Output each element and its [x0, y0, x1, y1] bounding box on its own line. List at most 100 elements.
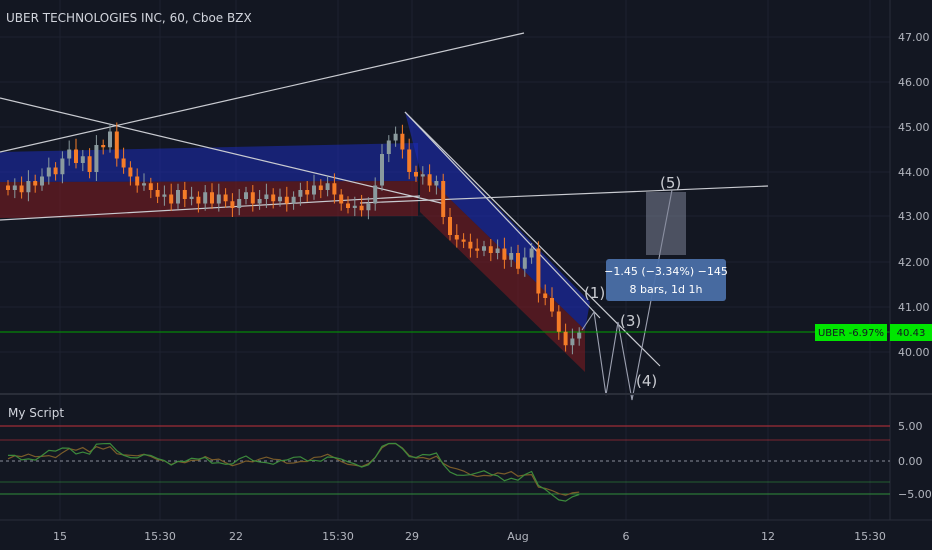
- candle-body[interactable]: [577, 332, 582, 339]
- candle-body[interactable]: [529, 248, 534, 258]
- candle-body[interactable]: [407, 149, 412, 173]
- candle-body[interactable]: [454, 235, 459, 240]
- candle-body[interactable]: [230, 201, 235, 208]
- candle-body[interactable]: [556, 311, 561, 332]
- candle-body[interactable]: [26, 181, 31, 193]
- candle-body[interactable]: [182, 190, 187, 199]
- candle-body[interactable]: [114, 131, 119, 159]
- candle-body[interactable]: [495, 248, 500, 254]
- candle-body[interactable]: [461, 239, 466, 242]
- candle-body[interactable]: [427, 174, 432, 186]
- candle-body[interactable]: [543, 293, 548, 299]
- candle-body[interactable]: [522, 257, 527, 269]
- candle-body[interactable]: [468, 241, 473, 249]
- candle-body[interactable]: [80, 156, 85, 163]
- falling-red-channel[interactable]: [420, 170, 585, 372]
- indicator-axis[interactable]: 5.00 0.00 −5.00: [898, 420, 932, 501]
- candle-body[interactable]: [346, 203, 350, 209]
- candle-body[interactable]: [128, 167, 133, 177]
- candle-body[interactable]: [12, 185, 17, 191]
- candle-body[interactable]: [203, 192, 208, 204]
- candle-body[interactable]: [318, 185, 323, 191]
- candle-body[interactable]: [196, 196, 201, 204]
- falling-blue-channel[interactable]: [405, 112, 590, 330]
- wave-label-1[interactable]: (1): [584, 284, 605, 302]
- candle-body[interactable]: [244, 192, 248, 199]
- candle-body[interactable]: [169, 194, 174, 204]
- candle-body[interactable]: [257, 199, 262, 204]
- candle-body[interactable]: [155, 190, 160, 197]
- measure-box[interactable]: [646, 192, 686, 255]
- candle-body[interactable]: [101, 145, 106, 148]
- candle-body[interactable]: [488, 246, 493, 253]
- candle-body[interactable]: [448, 217, 452, 235]
- indicator-name[interactable]: My Script: [8, 406, 64, 420]
- candle-body[interactable]: [223, 194, 228, 202]
- candle-body[interactable]: [305, 190, 310, 195]
- candle-body[interactable]: [135, 176, 140, 186]
- wave-label-5[interactable]: (5): [660, 174, 681, 192]
- candles[interactable]: [6, 122, 582, 355]
- candle-body[interactable]: [74, 149, 78, 164]
- candle-body[interactable]: [210, 192, 214, 204]
- candle-body[interactable]: [19, 185, 24, 193]
- candle-body[interactable]: [516, 253, 520, 269]
- time-axis[interactable]: 15 15:30 22 15:30 29 Aug 6 12 15:30: [53, 530, 886, 543]
- candle-body[interactable]: [332, 183, 337, 195]
- candle-body[interactable]: [352, 205, 357, 208]
- candle-body[interactable]: [298, 190, 303, 197]
- candle-body[interactable]: [60, 158, 65, 175]
- candle-body[interactable]: [108, 131, 112, 148]
- candle-body[interactable]: [482, 246, 486, 251]
- wave-label-3[interactable]: (3): [620, 312, 641, 330]
- candle-body[interactable]: [216, 194, 221, 204]
- candle-body[interactable]: [278, 196, 282, 202]
- candle-body[interactable]: [509, 253, 514, 260]
- candle-body[interactable]: [264, 194, 269, 200]
- candle-body[interactable]: [46, 167, 51, 177]
- candle-body[interactable]: [237, 199, 242, 208]
- candle-body[interactable]: [536, 248, 541, 294]
- candle-body[interactable]: [67, 149, 72, 159]
- candle-body[interactable]: [291, 196, 296, 204]
- candle-body[interactable]: [6, 185, 10, 191]
- candle-body[interactable]: [53, 167, 58, 175]
- candle-body[interactable]: [373, 185, 378, 204]
- wave-label-4[interactable]: (4): [636, 372, 657, 390]
- pane-separator[interactable]: [0, 393, 932, 395]
- candle-body[interactable]: [142, 183, 146, 186]
- candle-body[interactable]: [339, 194, 344, 204]
- candle-body[interactable]: [420, 174, 425, 177]
- candle-body[interactable]: [87, 156, 92, 172]
- candle-body[interactable]: [33, 181, 38, 186]
- price-axis[interactable]: 47.00 46.00 45.00 44.00 43.00 42.00 41.0…: [889, 0, 930, 520]
- candle-body[interactable]: [121, 158, 126, 168]
- candle-body[interactable]: [312, 185, 316, 195]
- candle-body[interactable]: [400, 133, 405, 150]
- elliott-wave-path[interactable]: [581, 189, 673, 401]
- candle-body[interactable]: [250, 192, 255, 204]
- candle-body[interactable]: [40, 176, 44, 186]
- candle-body[interactable]: [380, 154, 384, 186]
- candle-body[interactable]: [441, 181, 446, 217]
- candle-body[interactable]: [563, 331, 568, 346]
- candle-body[interactable]: [162, 194, 167, 197]
- candle-body[interactable]: [284, 196, 289, 204]
- candle-body[interactable]: [94, 145, 99, 172]
- candle-body[interactable]: [189, 196, 194, 199]
- candle-body[interactable]: [475, 248, 480, 251]
- candle-body[interactable]: [414, 172, 418, 177]
- candle-body[interactable]: [359, 205, 364, 211]
- candle-body[interactable]: [550, 298, 554, 312]
- candle-body[interactable]: [176, 190, 180, 204]
- candle-body[interactable]: [386, 140, 391, 155]
- candle-body[interactable]: [502, 248, 507, 260]
- candle-body[interactable]: [393, 133, 398, 141]
- candle-body[interactable]: [434, 181, 439, 186]
- candle-body[interactable]: [271, 194, 276, 202]
- candle-body[interactable]: [325, 183, 330, 190]
- candle-body[interactable]: [148, 183, 153, 190]
- candle-body[interactable]: [366, 203, 371, 211]
- candle-body[interactable]: [570, 338, 575, 346]
